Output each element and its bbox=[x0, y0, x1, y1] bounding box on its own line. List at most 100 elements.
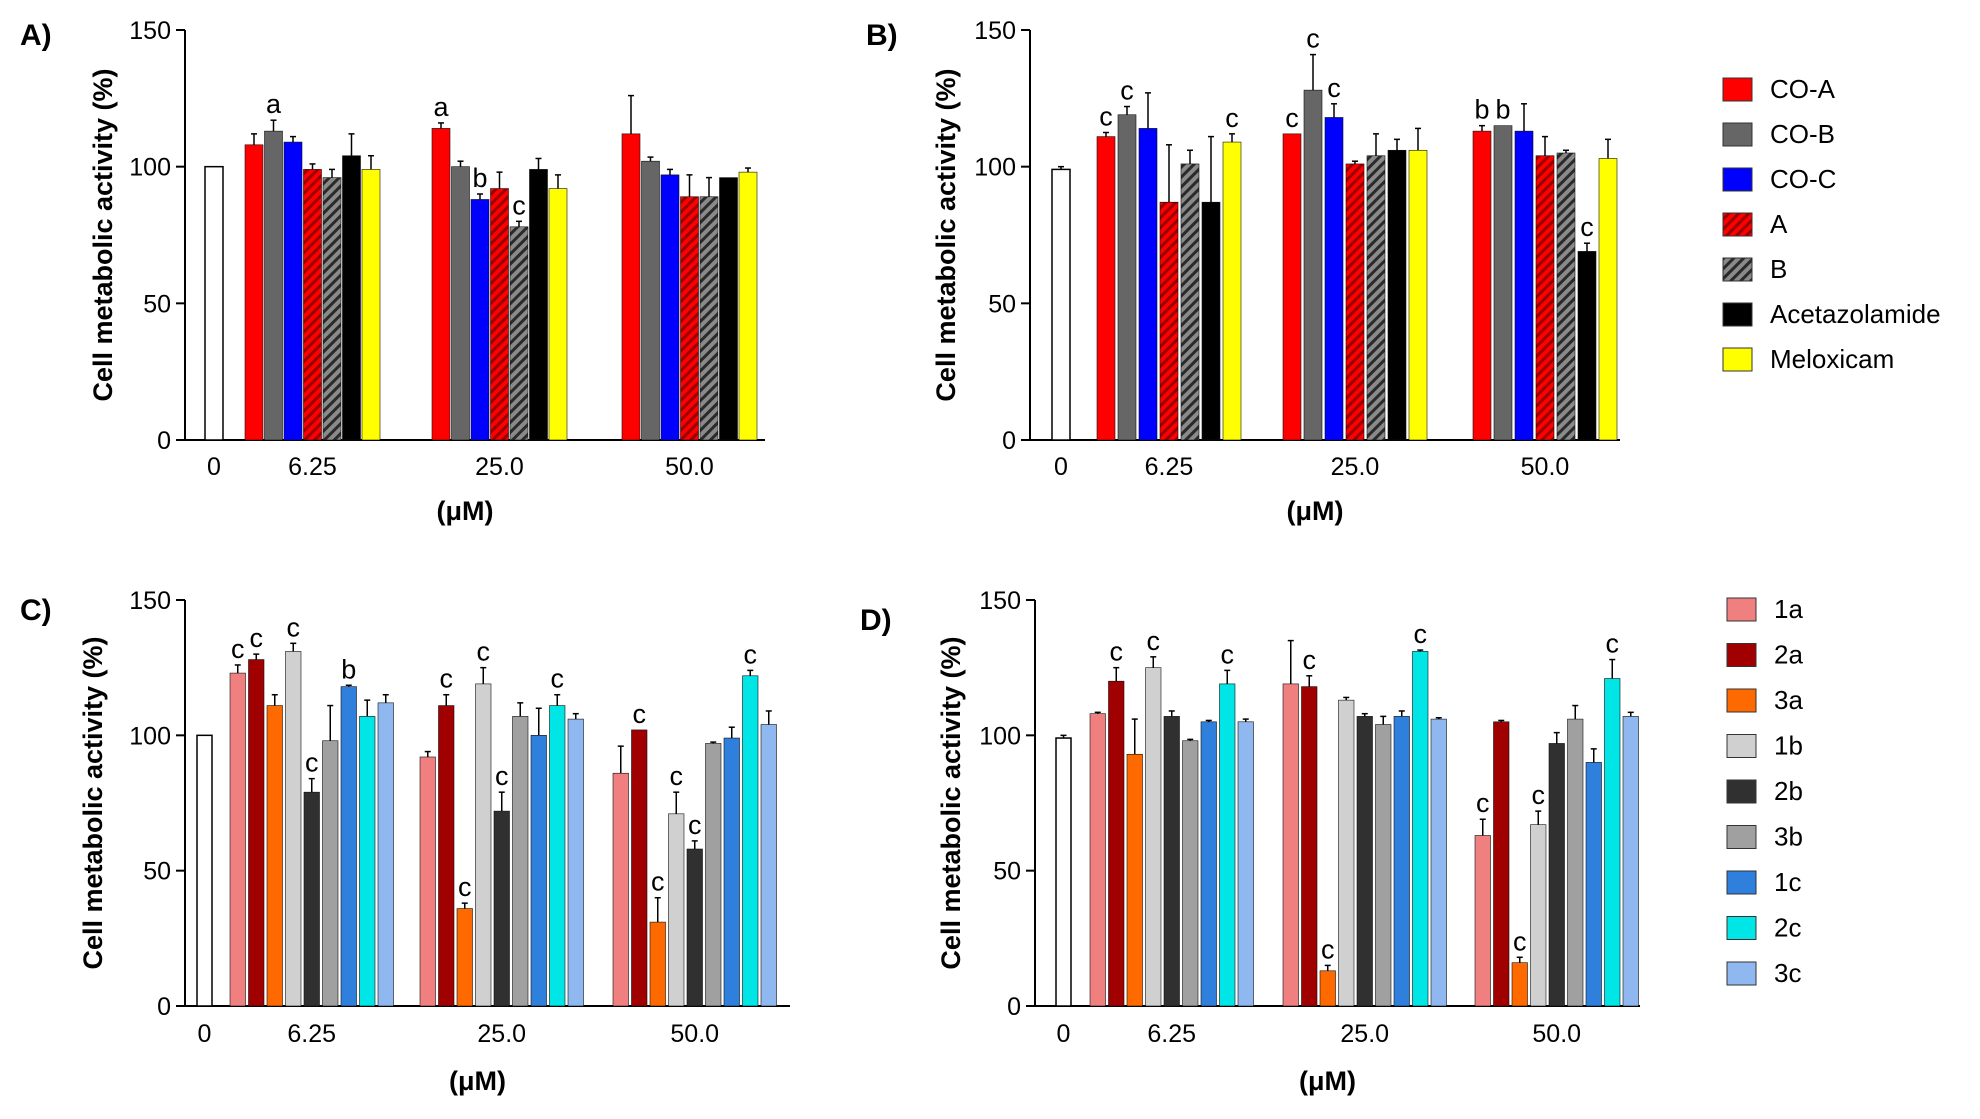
bar-co-a-50_0 bbox=[1472, 130, 1492, 441]
bar-2c-6_25 bbox=[1219, 683, 1236, 1007]
significance-letter: c bbox=[651, 867, 665, 897]
significance-letter: a bbox=[433, 92, 449, 122]
legend-swatch-b bbox=[1722, 257, 1753, 282]
y-tick-label: 50 bbox=[988, 290, 1016, 318]
bar-co-a-6_25 bbox=[1096, 136, 1116, 441]
legend-label: B bbox=[1770, 254, 1787, 284]
significance-letter: c bbox=[1303, 645, 1317, 675]
bar-1a-6_25 bbox=[1089, 713, 1106, 1007]
bar-control bbox=[1051, 168, 1071, 441]
significance-letter: b bbox=[472, 163, 487, 193]
bar-3a-6_25 bbox=[1126, 753, 1143, 1007]
bar-1c-25_0 bbox=[1393, 716, 1410, 1007]
bar-2b-6_25 bbox=[303, 791, 320, 1007]
legend-swatch-a bbox=[1722, 212, 1753, 237]
legend-label: 2b bbox=[1774, 776, 1803, 806]
y-tick-label: 150 bbox=[129, 587, 171, 615]
legend-swatch-co-a bbox=[1722, 77, 1753, 102]
bar-1a-25_0 bbox=[419, 756, 436, 1007]
panel-label: D) bbox=[860, 604, 892, 637]
bar-2b-6_25 bbox=[1163, 716, 1180, 1007]
bar-1a-50_0 bbox=[612, 772, 629, 1007]
chart-panel-c: C) Cell metabolic activity (%) 0 50 100 150 0 c… bbox=[20, 587, 790, 1096]
x-tick-label-control: 0 bbox=[207, 453, 221, 481]
x-axis-label: (μM) bbox=[1299, 1066, 1356, 1096]
significance-letter: c bbox=[287, 612, 301, 642]
significance-letter: c bbox=[1225, 103, 1239, 133]
significance-letter: c bbox=[477, 637, 491, 667]
x-tick-label-control: 0 bbox=[1057, 1020, 1071, 1048]
legend-label: Meloxicam bbox=[1770, 344, 1894, 374]
bar-3c-6_25 bbox=[1237, 721, 1254, 1007]
bar-co-b-6_25 bbox=[264, 130, 283, 441]
significance-letter: a bbox=[266, 89, 282, 119]
significance-letter: c bbox=[1147, 626, 1161, 656]
bar-co-c-25_0 bbox=[470, 199, 490, 441]
y-axis-label: Cell metabolic activity (%) bbox=[88, 68, 118, 401]
chart-panel-d: D) Cell metabolic activity (%) 0 50 100 150 0 c… bbox=[860, 587, 1803, 1096]
bar-3a-50_0 bbox=[1511, 962, 1528, 1007]
significance-letter: c bbox=[1099, 102, 1113, 132]
bar-1c-25_0 bbox=[530, 735, 547, 1007]
bar-2b-25_0 bbox=[1356, 716, 1373, 1007]
legend-label: A bbox=[1770, 209, 1788, 239]
bar-co-a-25_0 bbox=[1282, 133, 1302, 441]
x-tick-label: 50.0 bbox=[1521, 453, 1570, 481]
bar-3a-25_0 bbox=[1319, 970, 1336, 1007]
significance-letter: c bbox=[440, 664, 454, 694]
bar-1b-25_0 bbox=[475, 683, 492, 1007]
legend-label: 3a bbox=[1774, 685, 1803, 715]
legend-label: CO-A bbox=[1770, 74, 1836, 104]
x-tick-label-control: 0 bbox=[1054, 453, 1068, 481]
significance-letter: c bbox=[1120, 76, 1134, 106]
bar-a-25_0 bbox=[490, 188, 509, 441]
y-tick-label: 50 bbox=[143, 290, 171, 318]
bar-2a-25_0 bbox=[1301, 686, 1318, 1007]
bar-2c-6_25 bbox=[359, 716, 376, 1007]
bar-b-6_25 bbox=[1180, 163, 1200, 441]
significance-letter: c bbox=[458, 872, 472, 902]
y-tick-label: 0 bbox=[1007, 993, 1021, 1021]
bar-1a-50_0 bbox=[1474, 835, 1491, 1007]
bar-meloxicam-50_0 bbox=[738, 171, 758, 441]
legend-label: 1b bbox=[1774, 731, 1803, 761]
bar-3a-25_0 bbox=[456, 908, 473, 1007]
significance-letter: c bbox=[1606, 629, 1620, 659]
bar-2c-50_0 bbox=[742, 675, 759, 1007]
significance-letter: c bbox=[495, 761, 509, 791]
bar-b-25_0 bbox=[509, 226, 529, 441]
bar-2c-25_0 bbox=[1412, 651, 1429, 1007]
significance-letter: c bbox=[250, 623, 264, 653]
y-tick-label: 50 bbox=[143, 858, 171, 886]
bar-acetazolamide-25_0 bbox=[1387, 149, 1407, 441]
legend-swatch-3a bbox=[1726, 688, 1757, 713]
bar-2c-50_0 bbox=[1604, 678, 1621, 1007]
bar-co-c-50_0 bbox=[1514, 130, 1534, 441]
bar-2a-25_0 bbox=[438, 705, 455, 1007]
bar-co-a-50_0 bbox=[621, 133, 641, 441]
x-tick-label: 6.25 bbox=[287, 1020, 336, 1048]
chart-panel-a: A) Cell metabolic activity (%) 0 50 100 150 0 a… bbox=[20, 17, 765, 526]
bar-3c-6_25 bbox=[377, 702, 394, 1007]
legend-swatch-2a bbox=[1726, 643, 1757, 667]
x-tick-label: 50.0 bbox=[1532, 1020, 1581, 1048]
y-tick-label: 100 bbox=[129, 154, 171, 182]
legend-swatch-3b bbox=[1726, 825, 1757, 849]
bar-1b-25_0 bbox=[1338, 699, 1355, 1007]
legend-label: 3c bbox=[1774, 958, 1801, 988]
bar-meloxicam-25_0 bbox=[1408, 149, 1428, 441]
legend-swatch-co-b bbox=[1722, 122, 1753, 147]
panel-label: B) bbox=[866, 19, 898, 52]
bar-3b-50_0 bbox=[1567, 718, 1584, 1007]
bar-3c-25_0 bbox=[567, 718, 584, 1007]
bar-b-50_0 bbox=[699, 196, 719, 441]
significance-letter: c bbox=[1476, 788, 1490, 818]
bar-co-c-6_25 bbox=[1138, 128, 1158, 441]
significance-letter: c bbox=[1414, 619, 1428, 649]
y-axis-label: Cell metabolic activity (%) bbox=[931, 68, 961, 401]
significance-letter: c bbox=[1321, 934, 1335, 964]
bar-a-6_25 bbox=[303, 169, 322, 441]
bar-b-50_0 bbox=[1556, 152, 1576, 441]
